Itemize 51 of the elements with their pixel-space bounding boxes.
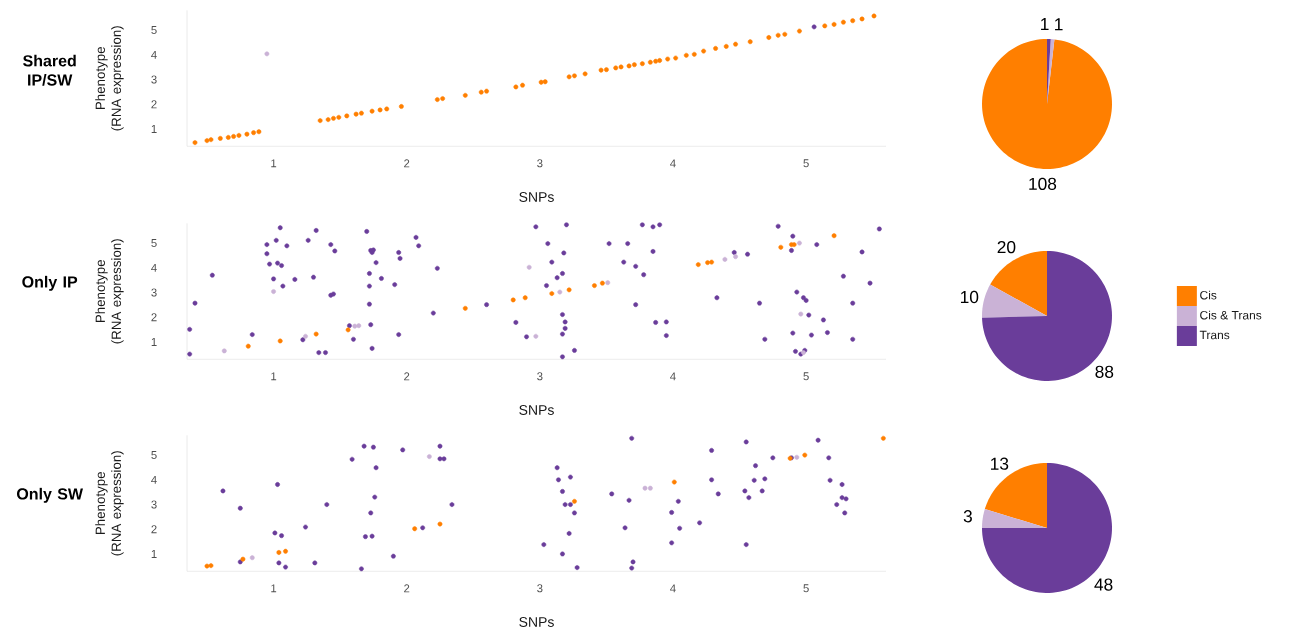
text: Only SW bbox=[16, 487, 83, 503]
x-tick-label: 3 bbox=[537, 159, 543, 168]
x-axis-title: SNPs bbox=[519, 405, 554, 415]
x-axis-title: SNPs bbox=[519, 617, 554, 627]
data-label: 1 bbox=[1055, 18, 1063, 31]
y-axis-title: Phenotype (RNA expression) bbox=[95, 239, 124, 344]
x-tick-label: 5 bbox=[803, 372, 809, 381]
y-tick-label: 4 bbox=[151, 50, 157, 59]
x-tick-label: 5 bbox=[803, 584, 809, 593]
y-tick-label: 3 bbox=[151, 500, 157, 509]
data-label: 1 bbox=[1041, 18, 1049, 30]
y-tick-label: 5 bbox=[151, 451, 157, 460]
y-tick-label: 2 bbox=[151, 313, 157, 322]
y-tick-label: 1 bbox=[151, 125, 157, 133]
y-tick-label: 1 bbox=[151, 550, 157, 558]
y-tick-label: 3 bbox=[151, 288, 157, 297]
x-tick-label: 1 bbox=[271, 159, 277, 168]
x-tick-label: 3 bbox=[537, 584, 543, 593]
y-tick-label: 4 bbox=[151, 475, 157, 484]
x-tick-label: 2 bbox=[404, 372, 410, 381]
data-label: 13 bbox=[991, 457, 1009, 470]
x-tick-label: 4 bbox=[670, 159, 676, 168]
x-tick-label: 1 bbox=[271, 372, 277, 381]
x-tick-label: 2 bbox=[404, 584, 410, 593]
text: Only IP bbox=[22, 275, 78, 291]
legend-label: Cis bbox=[1200, 290, 1217, 300]
legend-label: Cis & Trans bbox=[1200, 310, 1262, 320]
y-tick-label: 1 bbox=[151, 338, 157, 346]
y-axis-title: Phenotype (RNA expression) bbox=[95, 451, 124, 556]
data-label: 48 bbox=[1094, 578, 1113, 591]
data-label: 108 bbox=[1029, 177, 1057, 190]
x-tick-label: 5 bbox=[803, 159, 809, 168]
y-tick-label: 2 bbox=[151, 100, 157, 109]
y-tick-label: 5 bbox=[151, 239, 157, 248]
data-label: 20 bbox=[997, 240, 1016, 254]
y-axis-title: Phenotype (RNA expression) bbox=[95, 26, 124, 131]
x-tick-label: 1 bbox=[271, 584, 277, 593]
y-tick-label: 5 bbox=[151, 26, 157, 35]
data-label: 10 bbox=[960, 290, 979, 304]
x-tick-label: 2 bbox=[404, 159, 410, 168]
x-tick-label: 3 bbox=[537, 372, 543, 381]
x-tick-label: 4 bbox=[670, 372, 676, 381]
y-tick-label: 3 bbox=[151, 75, 157, 84]
text: Shared IP/SW bbox=[23, 54, 76, 86]
y-tick-label: 4 bbox=[151, 263, 157, 272]
data-label: 88 bbox=[1095, 365, 1114, 378]
data-label: 3 bbox=[963, 510, 972, 523]
legend-label: Trans bbox=[1199, 330, 1230, 340]
y-tick-label: 2 bbox=[151, 525, 157, 534]
x-tick-label: 4 bbox=[670, 584, 676, 593]
x-axis-title: SNPs bbox=[519, 192, 554, 202]
